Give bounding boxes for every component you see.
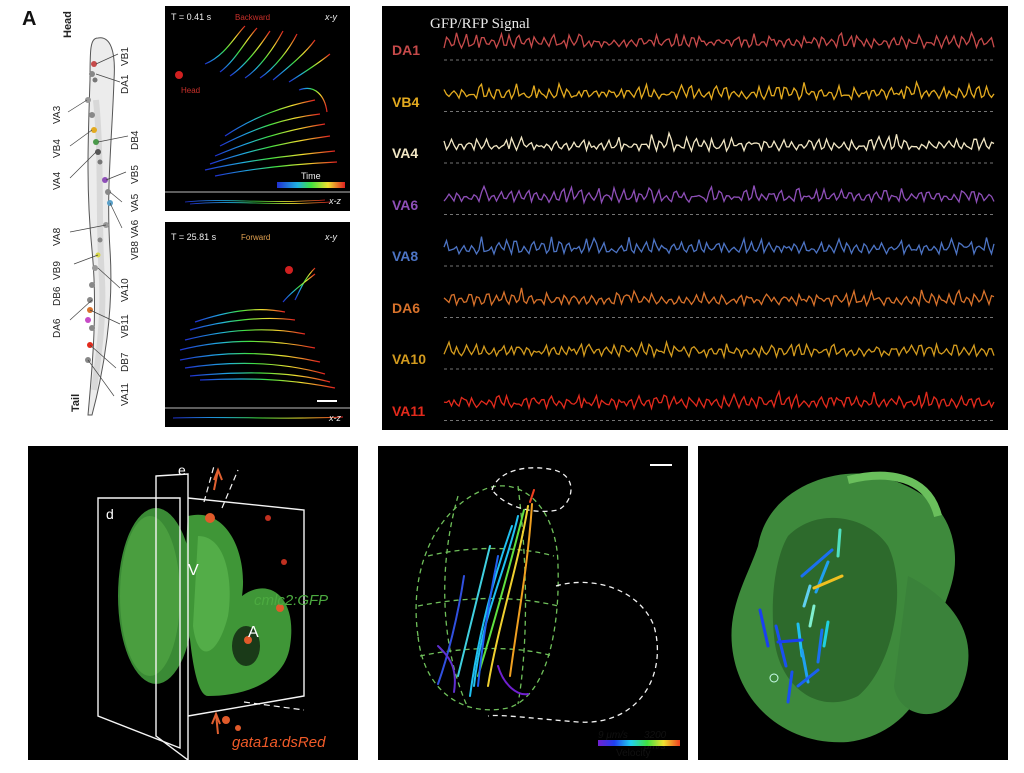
signal-title: GFP/RFP Signal [430, 16, 530, 32]
neuron-label-vb9: VB9 [52, 261, 63, 280]
neuron-label-va4: VA4 [52, 171, 63, 190]
trace-va11 [443, 389, 995, 411]
tracking-time-backward: T = 0.41 s [171, 12, 212, 22]
signal-traces-panel: GFP/RFP Signal DA1 VB4 VA4 VA6 VA8 DA6 VA10 VA1… [382, 6, 1008, 430]
neuron-label-va10: VA10 [120, 278, 131, 302]
velocity-bar-label: Velocity [616, 748, 651, 759]
plane-label-d: d [106, 506, 114, 522]
trajectory-plot-backward [165, 25, 350, 205]
dsred-reporter-label: gata1a:dsRed [232, 734, 326, 751]
trace-label-da1: DA1 [392, 42, 421, 58]
trace-label-va10: VA10 [392, 351, 426, 367]
neuron-label-va6: VA6 [130, 219, 141, 238]
trace-va8 [443, 236, 995, 257]
ventricle-label: V [188, 562, 199, 579]
plane-label-e: e [178, 462, 186, 478]
trace-label-va4: VA4 [392, 145, 419, 161]
trace-da1 [443, 31, 995, 51]
neuron-label-vb4: VB4 [52, 139, 63, 158]
tracking-direction-forward: Forward [241, 233, 271, 242]
velocity-colorbar [598, 740, 680, 746]
neuron-label-vb5: VB5 [130, 165, 141, 184]
tracking-view-xz-top: x-z [329, 196, 341, 206]
trace-label-vb4: VB4 [392, 93, 420, 110]
neuron-label-va3: VA3 [52, 105, 63, 124]
neuron-leader-lines [67, 53, 129, 397]
heart-render-svg [97, 465, 305, 760]
tracking-view-xy-bottom: x-y [325, 232, 337, 242]
neuron-label-da6: DA6 [52, 318, 63, 338]
atrium-label: A [248, 624, 259, 641]
neuron-label-db7: DB7 [120, 352, 131, 372]
trajectory-plot-forward [165, 266, 350, 419]
signal-traces-svg [443, 31, 995, 421]
colorbar-time-label: Time [301, 171, 321, 181]
trace-label-va8: VA8 [392, 248, 419, 264]
trace-da6 [443, 287, 995, 308]
tracking-head-label: Head [181, 86, 201, 95]
tracking-direction-backward: Backward [235, 13, 271, 22]
neuron-label-vb8: VB8 [130, 241, 141, 260]
gfp-reporter-label: cmlc2:GFP [254, 592, 329, 609]
trace-va4 [443, 130, 995, 154]
tracking-panel-backward: T = 0.41 s Backward x-y Head [165, 6, 350, 211]
heart-planes-panel: d e V A cmlc2:GFP gata1a:dsRed [28, 446, 358, 760]
panel-a-letter: A [22, 8, 37, 30]
neuron-label-vb11: VB11 [120, 314, 131, 338]
worm-body-svg [67, 37, 129, 416]
trace-va6 [443, 184, 995, 205]
velocity-min-label: 9 μm/s [598, 730, 628, 741]
tracking-view-xz-bottom: x-z [329, 413, 341, 423]
velocity-trajectories-svg [415, 464, 672, 723]
trace-label-va11: VA11 [392, 402, 426, 419]
velocity-max-label: 3200 μm/s [644, 730, 667, 752]
neuron-label-va5: VA5 [130, 193, 141, 212]
neuron-label-db6: DB6 [52, 286, 63, 306]
trace-label-da6: DA6 [392, 299, 421, 316]
trace-label-va6: VA6 [392, 196, 419, 213]
worm-tail-label: Tail [70, 393, 82, 412]
tracking-panel-forward: T = 25.81 s Forward x-y x-z [165, 222, 350, 427]
trace-vb4 [443, 79, 995, 102]
heart-velocity-arrows-panel [698, 446, 1008, 760]
neuron-label-db4: DB4 [130, 130, 141, 150]
neuron-label-da1: DA1 [120, 74, 131, 94]
velocity-panel: 9 μm/s 3200 μm/s Velocity [378, 446, 688, 760]
tracking-view-xy-top: x-y [325, 12, 337, 22]
worm-schematic: Head Tail VB1 DA1 VA3 VB4 DB4 VA4 VB5 VA… [40, 11, 160, 420]
neuron-dots [85, 61, 113, 363]
neuron-label-vb1: VB1 [120, 47, 131, 66]
neuron-label-va11: VA11 [120, 383, 131, 406]
neuron-label-va8: VA8 [52, 227, 63, 246]
worm-head-label: Head [62, 11, 74, 38]
heart-arrows-svg [731, 471, 969, 743]
trace-va10 [443, 339, 995, 360]
tracking-time-forward: T = 25.81 s [171, 232, 217, 242]
